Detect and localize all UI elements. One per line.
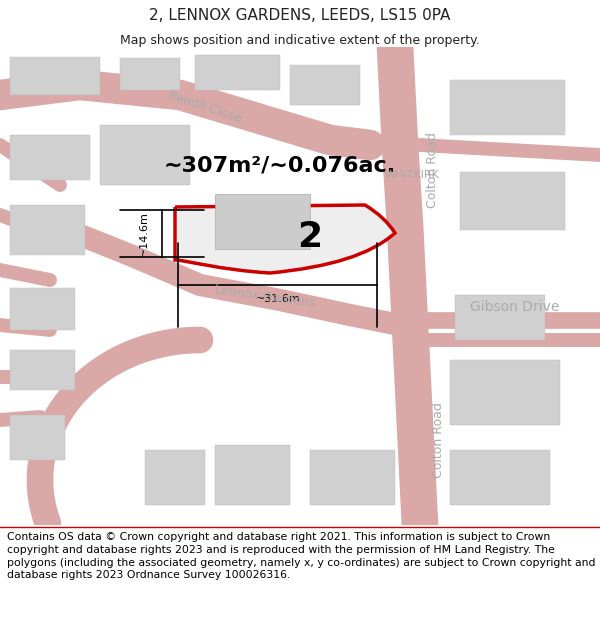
Text: ~14.6m: ~14.6m — [139, 211, 149, 256]
Text: Lennox Gardens: Lennox Gardens — [214, 284, 316, 311]
Text: Colton Road: Colton Road — [425, 132, 439, 208]
Bar — [195, 55, 280, 90]
Bar — [10, 57, 100, 95]
Bar — [120, 58, 180, 90]
Bar — [290, 65, 360, 105]
Text: 2, LENNOX GARDENS, LEEDS, LS15 0PA: 2, LENNOX GARDENS, LEEDS, LS15 0PA — [149, 9, 451, 24]
Text: Pendil Close: Pendil Close — [167, 89, 243, 125]
Bar — [450, 80, 565, 135]
PathPatch shape — [175, 205, 395, 273]
Bar — [455, 295, 545, 340]
Text: Map shows position and indicative extent of the property.: Map shows position and indicative extent… — [120, 34, 480, 47]
Text: Contains OS data © Crown copyright and database right 2021. This information is : Contains OS data © Crown copyright and d… — [7, 532, 596, 581]
Bar — [450, 450, 550, 505]
Bar — [10, 350, 75, 390]
Bar — [10, 205, 85, 255]
Bar — [460, 172, 565, 230]
Bar — [100, 125, 190, 185]
Bar — [215, 445, 290, 505]
Text: ~307m²/~0.076ac.: ~307m²/~0.076ac. — [164, 155, 396, 175]
Bar — [10, 288, 75, 330]
Text: Gibson Drive: Gibson Drive — [470, 300, 560, 314]
Bar — [310, 450, 395, 505]
Bar — [215, 194, 310, 249]
Bar — [145, 450, 205, 505]
Text: ~31.6m: ~31.6m — [256, 294, 301, 304]
Bar — [10, 135, 90, 180]
Bar — [10, 415, 65, 460]
Text: Colton Road: Colton Road — [431, 402, 445, 478]
Text: 2: 2 — [298, 220, 323, 254]
Bar — [450, 360, 560, 425]
Text: WHITKIRK: WHITKIRK — [385, 170, 440, 180]
